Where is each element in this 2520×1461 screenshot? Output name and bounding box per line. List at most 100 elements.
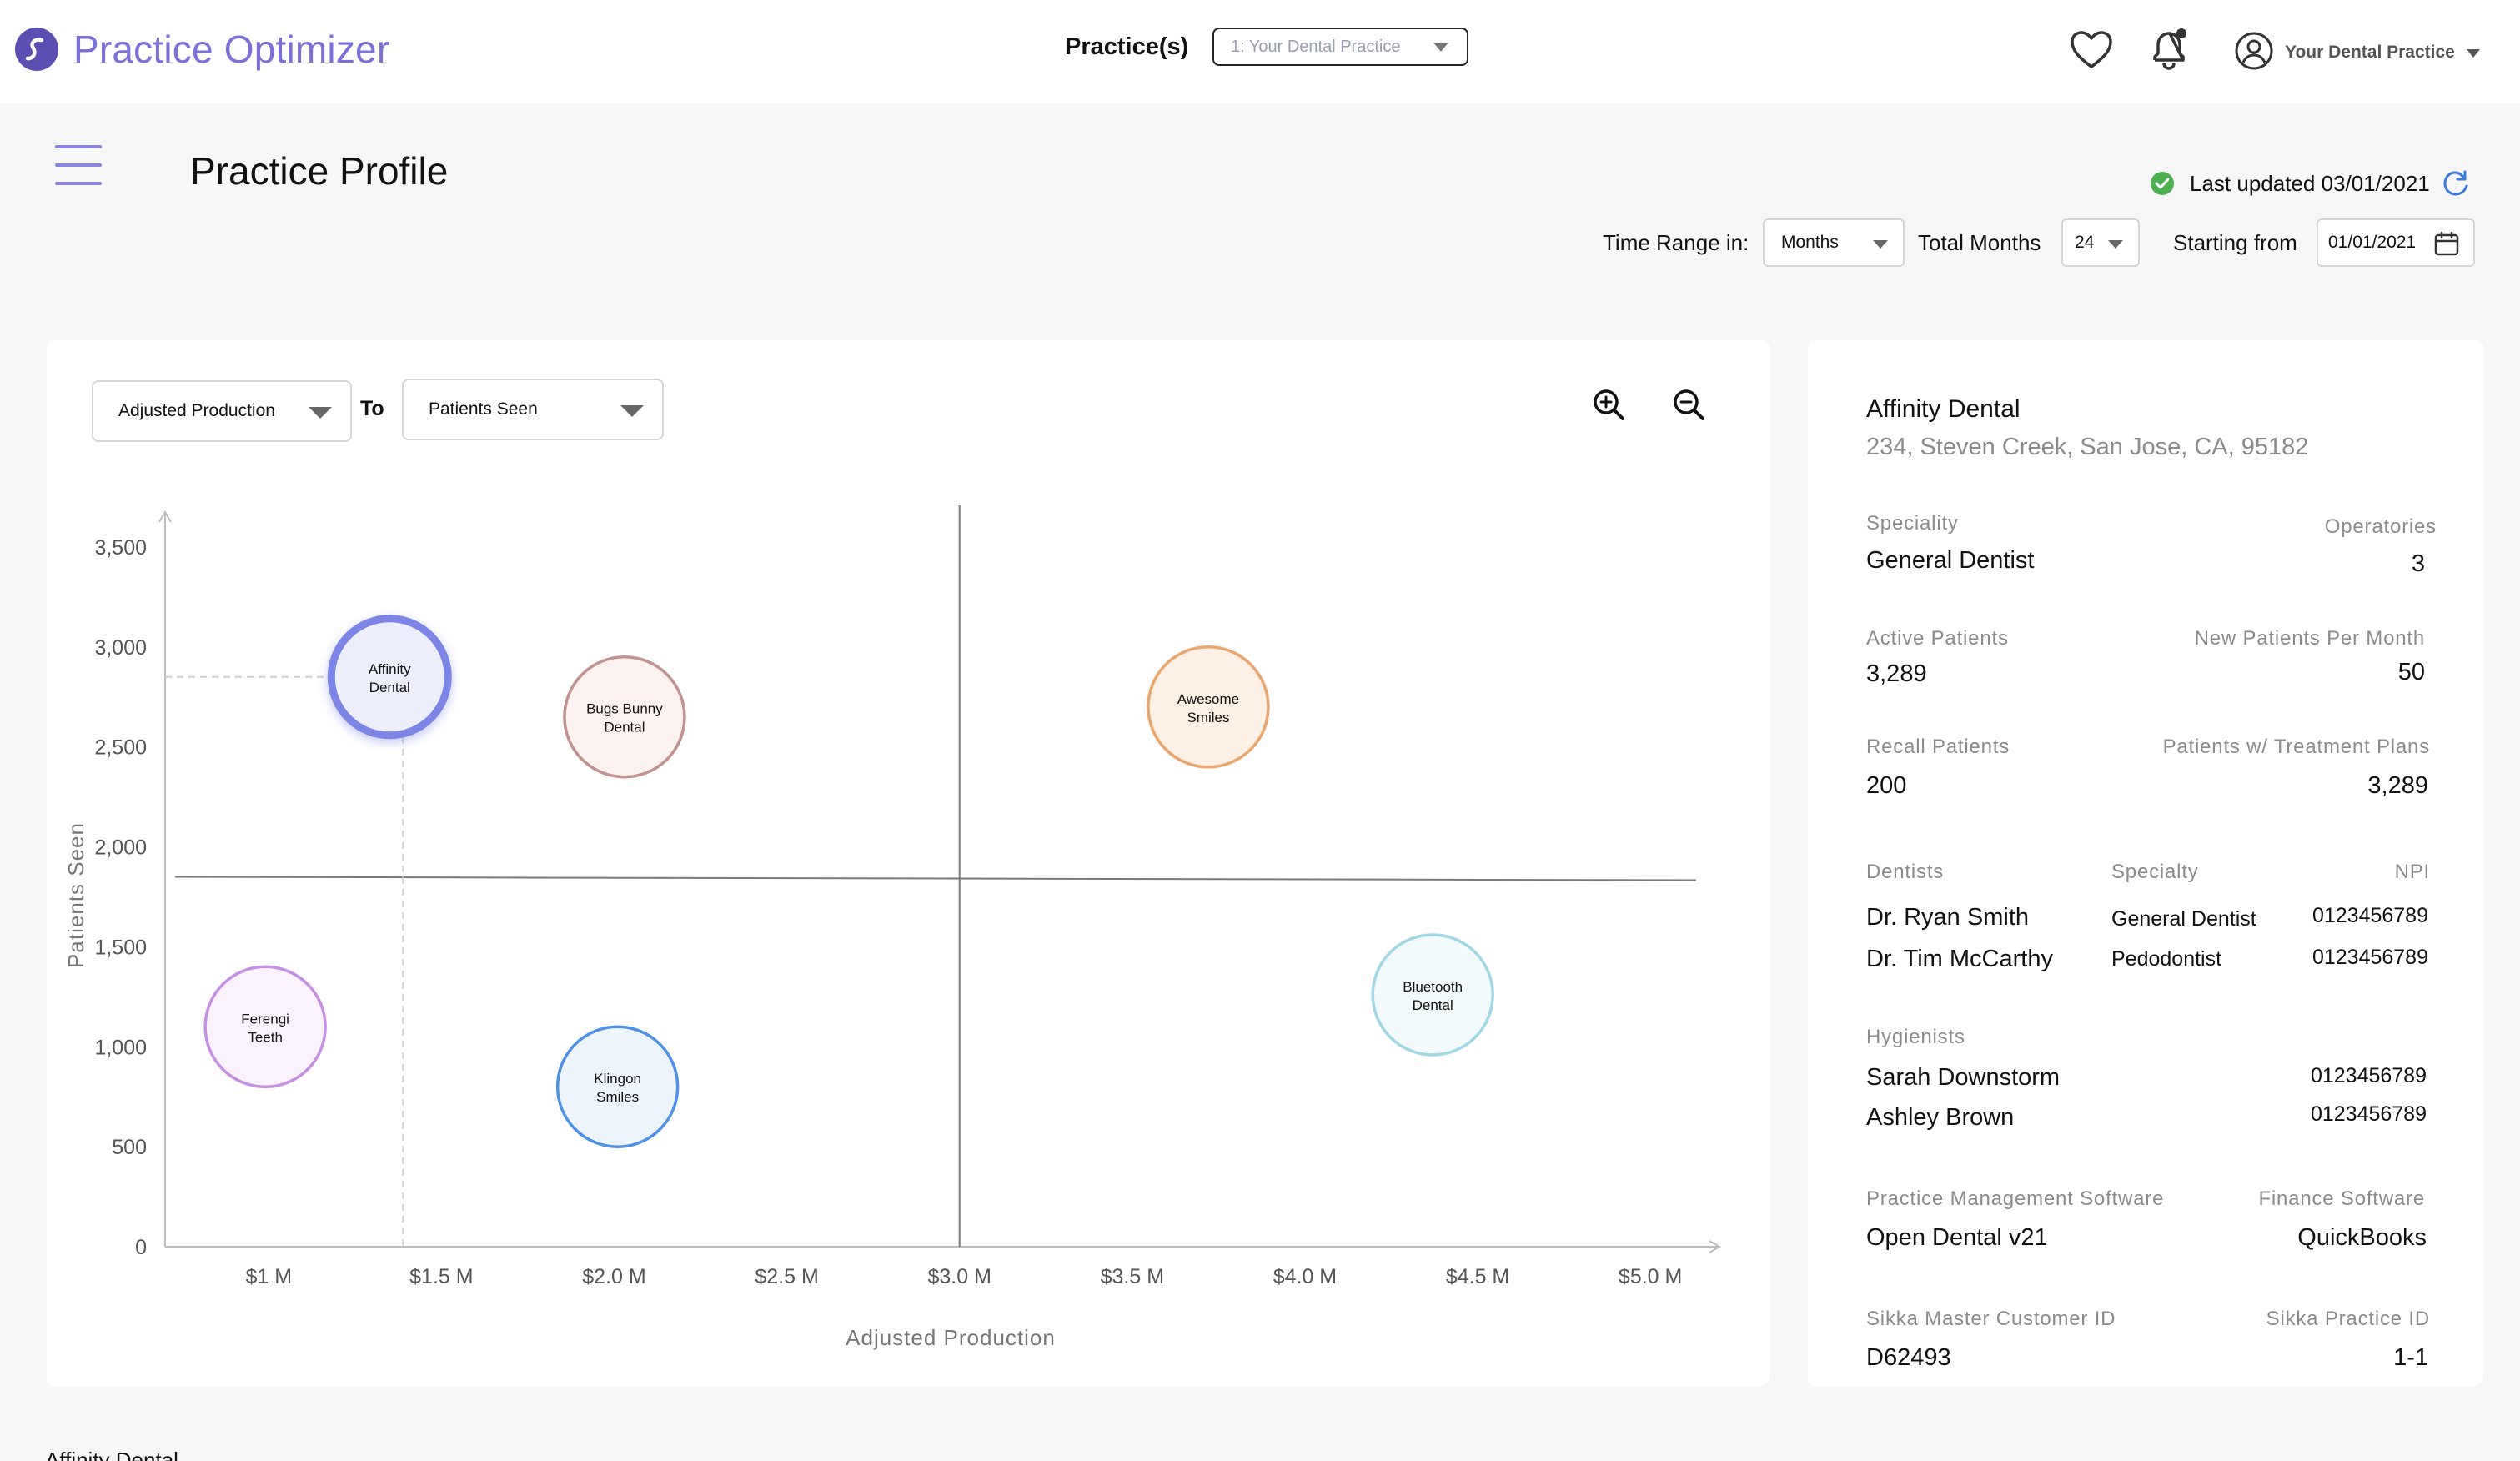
y-tick-label: 0 [135, 1236, 147, 1259]
x-tick-label: $4.5 M [1446, 1265, 1509, 1288]
y-tick-label: 2,500 [94, 736, 147, 760]
to-label: To [360, 397, 384, 420]
hygienist-npi: 0123456789 [2310, 1064, 2427, 1087]
chevron-down-icon [1873, 240, 1888, 249]
y-tick-label: 1,500 [94, 936, 147, 959]
practice-bubble[interactable] [1371, 933, 1494, 1057]
x-metric-select[interactable]: Adjusted Production [92, 380, 352, 442]
scatter-plot: 0 500 1,000 1,500 2,000 2,500 3,000 3,500 $1 M $1… [63, 505, 1721, 1350]
bubble-label: Smiles [596, 1089, 639, 1105]
quadrant-line-horizontal [174, 876, 1697, 881]
bubble-label: Bugs Bunny [586, 701, 663, 717]
chevron-down-icon [2108, 240, 2123, 249]
total-months-value: 24 [2075, 233, 2095, 252]
bubble-label: Dental [1413, 997, 1453, 1013]
hygienist-npi: 0123456789 [2310, 1102, 2427, 1126]
recall-patients-label: Recall Patients [1866, 736, 2010, 758]
dentists-label: Dentists [1866, 861, 1945, 883]
user-avatar-icon[interactable] [2235, 32, 2273, 70]
starting-from-date-input[interactable]: 01/01/2021 [2317, 218, 2475, 267]
bubble-label: Affinity [369, 661, 411, 677]
refresh-icon[interactable] [2442, 169, 2470, 198]
practice-select[interactable]: 1: Your Dental Practice [1212, 28, 1468, 66]
bubble-label: Teeth [248, 1029, 283, 1045]
menu-icon[interactable] [55, 143, 102, 187]
bell-icon[interactable] [2148, 27, 2190, 72]
recall-patients-value: 200 [1866, 772, 1907, 799]
practice-info-card: Affinity Dental 234, Steven Creek, San J… [1808, 340, 2483, 1386]
practice-bubble[interactable] [327, 615, 452, 740]
specialty-column-label: Specialty [2111, 861, 2199, 883]
y-axis-arrow [158, 510, 172, 523]
x-metric-value: Adjusted Production [118, 401, 275, 420]
dentist-npi: 0123456789 [2312, 904, 2428, 927]
hygienists-label: Hygienists [1866, 1026, 1965, 1048]
zoom-in-icon[interactable] [1591, 387, 1626, 422]
bubble-label: Dental [369, 680, 410, 695]
time-range-value: Months [1781, 233, 1839, 252]
x-tick-label: $5.0 M [1619, 1265, 1682, 1288]
total-months-select[interactable]: 24 [2061, 218, 2140, 267]
bubble-label: Bluetooth [1403, 979, 1463, 995]
chart-card: Adjusted Production To Patients Seen 0 50… [47, 340, 1770, 1386]
x-tick-label: $4.0 M [1273, 1265, 1337, 1288]
section-heading-peek: Affinity Dental [45, 1448, 178, 1461]
practice-bubble[interactable] [1147, 645, 1270, 769]
user-name[interactable]: Your Dental Practice [2285, 43, 2455, 62]
app-title: Practice Optimizer [73, 28, 390, 71]
operatories-value: 3 [2411, 550, 2425, 577]
x-tick-label: $1.5 M [409, 1265, 473, 1288]
dentist-npi: 0123456789 [2312, 946, 2428, 969]
x-tick-label: $1 M [245, 1265, 292, 1288]
practice-label: Practice(s) [1065, 33, 1189, 60]
chevron-down-icon [620, 405, 644, 417]
y-tick-label: 3,500 [94, 536, 147, 560]
time-range-select[interactable]: Months [1763, 218, 1905, 267]
chevron-down-icon [1433, 43, 1448, 52]
master-customer-id-label: Sikka Master Customer ID [1866, 1308, 2116, 1330]
bubble-label: Klingon [594, 1071, 641, 1087]
finance-software-value: QuickBooks [2297, 1224, 2427, 1251]
bubble-label: Ferengi [241, 1011, 289, 1027]
dentist-specialty: Pedodontist [2111, 947, 2222, 971]
last-updated-text: Last updated 03/01/2021 [2190, 170, 2430, 196]
practice-bubble[interactable] [555, 1025, 680, 1148]
operatories-label: Operatories [2324, 515, 2437, 538]
zoom-out-icon[interactable] [1671, 387, 1706, 422]
npi-column-label: NPI [2394, 861, 2430, 883]
x-tick-label: $3.0 M [927, 1265, 991, 1288]
practice-select-value: 1: Your Dental Practice [1231, 37, 1401, 56]
practice-bubble[interactable] [203, 965, 327, 1089]
active-patients-label: Active Patients [1866, 627, 2009, 650]
x-axis-title: Adjusted Production [846, 1325, 1056, 1350]
dentist-specialty: General Dentist [2111, 907, 2256, 931]
logo-icon [15, 28, 58, 71]
y-tick-label: 2,000 [94, 836, 147, 860]
y-metric-select[interactable]: Patients Seen [402, 379, 664, 440]
page-title: Practice Profile [190, 149, 449, 193]
pms-value: Open Dental v21 [1866, 1224, 2048, 1251]
starting-from-value: 01/01/2021 [2328, 233, 2417, 252]
speciality-label: Speciality [1866, 512, 1959, 535]
practice-name: Affinity Dental [1866, 395, 2021, 423]
pms-label: Practice Management Software [1866, 1187, 2165, 1210]
x-axis-arrow [1709, 1240, 1721, 1253]
active-patients-value: 3,289 [1866, 660, 1927, 687]
dentist-name: Dr. Tim McCarthy [1866, 946, 2053, 972]
top-bar: Practice Optimizer Practice(s) 1: Your D… [0, 0, 2520, 103]
y-metric-value: Patients Seen [429, 399, 538, 419]
practice-bubble[interactable] [563, 655, 686, 779]
starting-from-label: Starting from [2173, 230, 2297, 255]
x-tick-label: $3.5 M [1101, 1265, 1164, 1288]
heart-icon[interactable] [2070, 30, 2113, 70]
new-patients-label: New Patients Per Month [2194, 627, 2425, 650]
user-menu-chevron-icon[interactable] [2467, 49, 2480, 58]
practice-address: 234, Steven Creek, San Jose, CA, 95182 [1866, 434, 2309, 460]
calendar-icon[interactable] [2433, 230, 2460, 257]
y-tick-label: 1,000 [94, 1036, 147, 1059]
chevron-down-icon [309, 407, 332, 419]
bubble-label: Awesome [1177, 691, 1239, 707]
dentist-name: Dr. Ryan Smith [1866, 904, 2029, 931]
new-patients-value: 50 [2397, 659, 2425, 685]
master-customer-id-value: D62493 [1866, 1344, 1951, 1371]
